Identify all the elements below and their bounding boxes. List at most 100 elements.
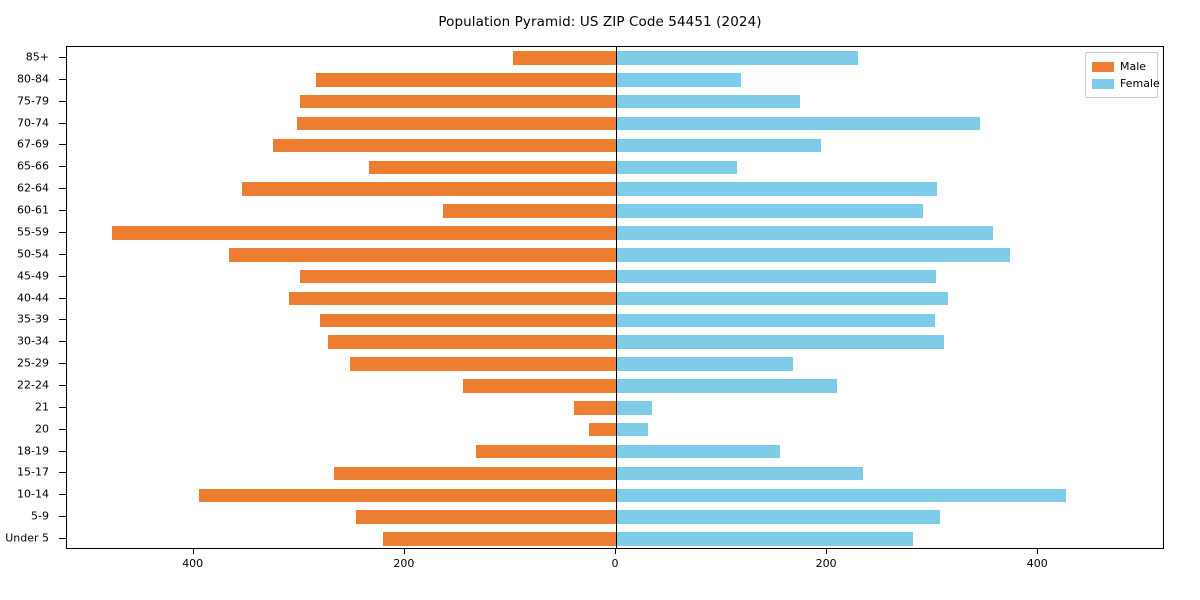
- x-axis-tick-mark: [615, 549, 616, 554]
- bar-female: [616, 532, 913, 546]
- y-axis-tick-label: 75-79: [17, 94, 49, 108]
- bar-row: [67, 138, 1163, 153]
- bar-female: [616, 204, 924, 218]
- y-axis-tick-mark: [59, 100, 66, 102]
- legend-entry: Male: [1092, 58, 1151, 75]
- bar-row: [67, 247, 1163, 262]
- bar-male: [320, 313, 616, 328]
- y-axis-tick-mark: [59, 231, 66, 233]
- bar-female: [616, 73, 741, 87]
- y-axis-tick-label: 62-64: [17, 181, 49, 195]
- y-axis-tick-mark: [59, 166, 66, 168]
- y-axis-tick-mark: [59, 78, 66, 80]
- bar-row: [67, 160, 1163, 175]
- bar-female: [616, 226, 993, 240]
- bar-female: [616, 444, 780, 459]
- bar-female: [616, 335, 945, 349]
- y-axis-tick-mark: [59, 319, 66, 321]
- bar-male: [334, 466, 616, 481]
- chart-legend: Male Female: [1085, 52, 1160, 98]
- bar-male: [588, 422, 616, 437]
- bar-male: [382, 532, 616, 546]
- y-axis-tick-mark: [59, 450, 66, 452]
- y-axis-tick-mark: [59, 384, 66, 386]
- y-axis-tick-label: 65-66: [17, 159, 49, 173]
- bar-female: [616, 94, 800, 109]
- bar-female: [616, 51, 858, 65]
- bar-male: [573, 401, 616, 415]
- bar-male: [297, 116, 616, 131]
- bar-female: [616, 510, 941, 524]
- bar-female: [616, 422, 648, 437]
- y-axis-tick-mark: [59, 275, 66, 277]
- y-axis-tick-mark: [59, 56, 66, 58]
- bar-male: [242, 182, 616, 196]
- x-axis-tick-mark: [1037, 549, 1039, 554]
- bar-male: [512, 51, 616, 65]
- bar-female: [616, 160, 738, 175]
- bar-row: [67, 269, 1163, 284]
- bar-female: [616, 269, 936, 284]
- bar-female: [616, 247, 1010, 262]
- x-axis-tick-label: 200: [393, 557, 415, 570]
- bar-female: [616, 182, 937, 196]
- bar-row: [67, 422, 1163, 437]
- y-axis-tick-label: 10-14: [17, 487, 49, 501]
- y-axis-tick-mark: [59, 297, 66, 299]
- y-axis-tick-mark: [59, 188, 66, 190]
- y-axis-tick-mark: [59, 210, 66, 212]
- y-axis-tick-label: 20: [35, 422, 49, 436]
- bar-male: [442, 204, 616, 218]
- bar-row: [67, 73, 1163, 87]
- y-axis-tick-label: 60-61: [17, 203, 49, 217]
- y-axis-tick-label: 18-19: [17, 444, 49, 458]
- y-axis-tick-label: 85+: [25, 50, 49, 64]
- chart-title: Population Pyramid: US ZIP Code 54451 (2…: [438, 14, 762, 30]
- legend-label: Female: [1120, 77, 1160, 90]
- y-axis-tick-mark: [59, 406, 66, 408]
- zero-axis-line: [616, 47, 617, 548]
- bar-male: [300, 269, 616, 284]
- x-axis-tick-mark: [826, 549, 828, 554]
- bar-female: [616, 379, 837, 393]
- y-axis-tick-label: 25-29: [17, 356, 49, 370]
- bar-male: [462, 379, 616, 393]
- y-axis-tick-label: 40-44: [17, 291, 49, 304]
- bar-female: [616, 357, 794, 371]
- x-axis-tick-label: 200: [815, 557, 837, 570]
- bar-male: [272, 138, 616, 153]
- bar-male: [356, 510, 616, 524]
- y-axis-tick-mark: [59, 428, 66, 430]
- bar-row: [67, 94, 1163, 109]
- bar-row: [67, 401, 1163, 415]
- bar-female: [616, 138, 821, 153]
- bar-male: [288, 291, 616, 306]
- bar-row: [67, 335, 1163, 349]
- y-axis-tick-label: 15-17: [17, 465, 49, 479]
- y-axis-tick-mark: [59, 494, 66, 496]
- y-axis-tick-mark: [59, 144, 66, 146]
- plot-area: [66, 46, 1164, 549]
- y-axis-tick-mark: [59, 122, 66, 124]
- bar-row: [67, 226, 1163, 240]
- x-axis-tick-mark: [403, 549, 405, 554]
- bar-row: [67, 488, 1163, 503]
- y-axis-tick-mark: [59, 363, 66, 365]
- bar-row: [67, 291, 1163, 306]
- bar-male: [327, 335, 616, 349]
- y-axis-tick-label: 45-49: [17, 269, 49, 283]
- y-axis-tick-mark: [59, 472, 66, 474]
- y-axis-tick-label: 70-74: [17, 116, 49, 130]
- bar-row: [67, 357, 1163, 371]
- y-axis-tick-label: 67-69: [17, 137, 49, 151]
- x-axis-tick-label: 400: [182, 557, 204, 570]
- bar-male: [349, 357, 616, 371]
- bars-layer: [67, 47, 1163, 548]
- y-axis-tick-label: 22-24: [17, 378, 49, 392]
- x-axis-tick-label: 400: [1026, 557, 1048, 570]
- bar-female: [616, 401, 652, 415]
- y-axis-tick-label: 30-34: [17, 334, 49, 348]
- y-axis-tick-label: 35-39: [17, 312, 49, 326]
- y-axis-tick-mark: [59, 516, 66, 518]
